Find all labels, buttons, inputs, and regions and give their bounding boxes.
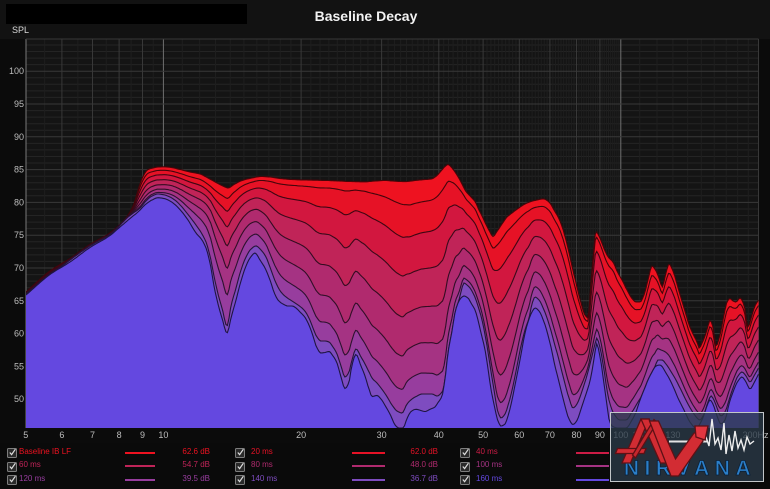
svg-text:100: 100 bbox=[9, 66, 24, 76]
svg-text:NIRVANA: NIRVANA bbox=[624, 457, 756, 480]
svg-text:70: 70 bbox=[14, 263, 24, 273]
svg-text:50: 50 bbox=[14, 394, 24, 404]
svg-text:80: 80 bbox=[571, 430, 581, 440]
svg-text:70: 70 bbox=[545, 430, 555, 440]
svg-text:7: 7 bbox=[90, 430, 95, 440]
svg-text:9: 9 bbox=[140, 430, 145, 440]
svg-text:75: 75 bbox=[14, 230, 24, 240]
svg-text:90: 90 bbox=[14, 132, 24, 142]
svg-text:65: 65 bbox=[14, 296, 24, 306]
svg-text:80: 80 bbox=[14, 197, 24, 207]
svg-text:90: 90 bbox=[595, 430, 605, 440]
svg-text:10: 10 bbox=[158, 430, 168, 440]
svg-text:60: 60 bbox=[514, 430, 524, 440]
svg-text:8: 8 bbox=[117, 430, 122, 440]
svg-text:55: 55 bbox=[14, 361, 24, 371]
svg-text:SPL: SPL bbox=[12, 25, 29, 35]
svg-text:5: 5 bbox=[23, 430, 28, 440]
svg-text:20: 20 bbox=[296, 430, 306, 440]
svg-text:6: 6 bbox=[59, 430, 64, 440]
svg-text:95: 95 bbox=[14, 99, 24, 109]
svg-text:50: 50 bbox=[478, 430, 488, 440]
svg-text:Baseline Decay: Baseline Decay bbox=[315, 8, 418, 24]
svg-text:40: 40 bbox=[434, 430, 444, 440]
svg-text:85: 85 bbox=[14, 165, 24, 175]
svg-text:30: 30 bbox=[377, 430, 387, 440]
svg-text:60: 60 bbox=[14, 329, 24, 339]
